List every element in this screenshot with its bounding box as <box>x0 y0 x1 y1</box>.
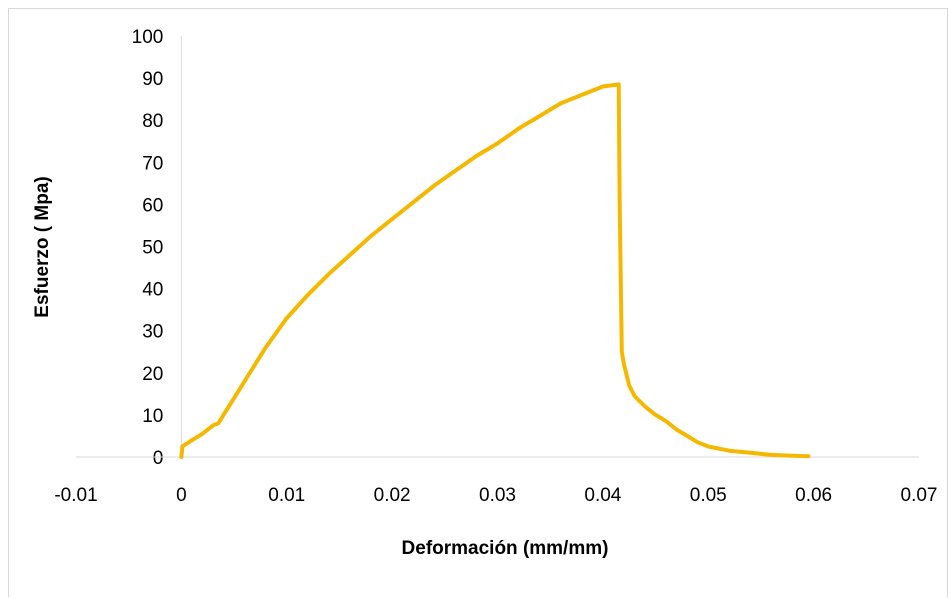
y-tick-label: 60 <box>142 195 163 216</box>
y-tick-label: 40 <box>142 280 163 301</box>
y-tick-label: 0 <box>153 448 164 469</box>
x-axis-title: Deformación (mm/mm) <box>402 538 609 559</box>
y-tick-labels: 0 10 20 30 40 50 60 70 80 90 100 <box>132 27 164 469</box>
y-tick-label: 30 <box>142 322 163 343</box>
x-tick-label: -0.01 <box>54 485 97 506</box>
x-tick-label: 0 <box>176 485 187 506</box>
y-tick-label: 10 <box>142 406 163 427</box>
chart-frame <box>8 8 948 597</box>
y-axis-title: Esfuerzo ( Mpa) <box>32 176 53 317</box>
series-line <box>179 82 811 459</box>
x-tick-label: 0.07 <box>901 485 938 506</box>
y-tick-label: 80 <box>142 111 163 132</box>
x-tick-label: 0.06 <box>795 485 832 506</box>
x-tick-label: 0.05 <box>690 485 727 506</box>
y-tick-label: 90 <box>142 69 163 90</box>
y-tick-label: 20 <box>142 364 163 385</box>
y-tick-label: 100 <box>132 27 164 48</box>
x-tick-label: 0.02 <box>374 485 411 506</box>
x-tick-labels: -0.01 0 0.01 0.02 0.03 0.04 0.05 0.06 0.07 <box>54 485 937 506</box>
x-tick-label: 0.04 <box>584 485 621 506</box>
y-tick-label: 50 <box>142 238 163 259</box>
x-tick-label: 0.01 <box>268 485 305 506</box>
x-tick-label: 0.03 <box>479 485 516 506</box>
y-tick-label: 70 <box>142 153 163 174</box>
